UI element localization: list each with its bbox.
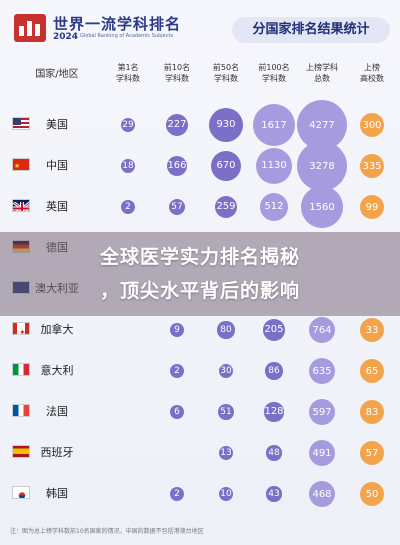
us-flag-icon [12, 117, 30, 130]
value-bubble: 30 [218, 363, 234, 379]
value-bubble: 259 [214, 195, 238, 219]
value-bubble: 3278 [297, 141, 347, 191]
value-bubble: 205 [263, 319, 285, 341]
uk-flag-icon [12, 199, 30, 212]
value-bubble: 128 [264, 402, 284, 422]
table-row: 西班牙 13 48 491 57 [0, 433, 400, 474]
value-bubble: 1130 [255, 147, 293, 185]
shanghairanking-logo [14, 14, 46, 42]
value-bubble: 83 [360, 400, 384, 424]
value-bubble: 764 [309, 317, 335, 343]
page-title: 分国家排名结果统计 [232, 17, 390, 43]
value-bubble: 1560 [301, 186, 343, 228]
value-bubble: 227 [165, 113, 189, 137]
brand-title: 世界一流学科排名 [53, 15, 182, 33]
value-bubble: 13 [219, 446, 233, 460]
table-row: ★ 中国 18 166 670 1130 3278 335 [0, 141, 400, 191]
value-bubble: 9 [170, 323, 184, 337]
value-bubble: 57 [360, 441, 384, 465]
value-bubble: 512 [259, 192, 289, 222]
country-name: 韩国 [46, 487, 68, 500]
table-row: 意大利 2 30 86 635 65 [0, 351, 400, 392]
value-bubble: 635 [309, 358, 335, 384]
country-name: 加拿大 [40, 323, 74, 336]
value-bubble: 43 [266, 486, 282, 502]
value-bubble: 468 [309, 481, 335, 507]
country-name: 意大利 [40, 364, 74, 377]
value-bubble: 50 [360, 482, 384, 506]
ca-flag-icon: ✦ [12, 322, 30, 335]
value-bubble: 491 [309, 440, 335, 466]
country-name: 英国 [46, 200, 68, 213]
it-flag-icon [12, 363, 30, 376]
value-bubble: 99 [360, 195, 384, 219]
value-bubble: 6 [170, 405, 184, 419]
value-bubble: 597 [309, 399, 335, 425]
value-bubble: 1617 [252, 103, 296, 147]
table-row: 法国 6 51 128 597 83 [0, 392, 400, 433]
value-bubble: 57 [168, 198, 185, 215]
kr-flag-icon [12, 486, 30, 499]
value-bubble: 670 [210, 150, 242, 182]
value-bubble: 2 [170, 364, 184, 378]
es-flag-icon [12, 445, 30, 458]
value-bubble: 166 [166, 155, 188, 177]
country-name: 中国 [46, 159, 68, 172]
value-bubble: 18 [121, 159, 135, 173]
svg-text:★: ★ [14, 162, 20, 170]
country-name: 美国 [46, 118, 68, 131]
header: 世界一流学科排名 2024 Global Ranking of Academic… [0, 0, 400, 54]
brand-subtitle: Global Ranking of Academic Subjects [80, 33, 174, 39]
column-header: 上榜 高校数 [360, 63, 384, 83]
fr-flag-icon [12, 404, 30, 417]
logo-bar [19, 26, 24, 36]
value-bubble: 80 [217, 321, 235, 339]
column-header: 第1名 学科数 [116, 63, 140, 83]
logo-bar [27, 21, 32, 36]
headline-line-1: 全球医学实力排名揭秘 [99, 246, 300, 268]
column-header: 上榜学科 总数 [306, 63, 338, 83]
column-header: 前100名 学科数 [258, 63, 290, 83]
value-bubble: 930 [208, 107, 244, 143]
column-header: 国家/地区 [35, 69, 79, 80]
column-header: 前10名 学科数 [163, 63, 191, 83]
headline-banner: 全球医学实力排名揭秘 ，顶尖水平背后的影响 [0, 232, 400, 316]
value-bubble: 65 [360, 359, 384, 383]
table-row: ✦ 加拿大 9 80 205 764 33 [0, 310, 400, 351]
value-bubble: 86 [265, 362, 283, 380]
svg-text:✦: ✦ [19, 328, 26, 335]
headline-line-2: ，顶尖水平背后的影响 [99, 280, 300, 302]
column-header: 前50名 学科数 [212, 63, 240, 83]
logo-bar [35, 24, 40, 36]
table-row: 美国 29 227 930 1617 4277 300 [0, 100, 400, 150]
cn-flag-icon: ★ [12, 158, 30, 171]
value-bubble: 300 [360, 113, 384, 137]
value-bubble: 2 [170, 487, 184, 501]
value-bubble: 33 [360, 318, 384, 342]
value-bubble: 29 [120, 117, 136, 133]
value-bubble: 2 [121, 200, 135, 214]
value-bubble: 335 [360, 154, 384, 178]
brand-year: 2024 [53, 32, 79, 42]
country-name: 西班牙 [40, 446, 74, 459]
country-name: 法国 [46, 405, 68, 418]
value-bubble: 51 [218, 404, 234, 420]
table-row: 英国 2 57 259 512 1560 99 [0, 186, 400, 228]
value-bubble: 10 [219, 487, 233, 501]
footnote: 注：图为总上榜学科数前10名国家的情况，中国的数据不包括港澳台地区 [10, 528, 204, 535]
value-bubble: 48 [266, 445, 282, 461]
table-row: 韩国 2 10 43 468 50 [0, 474, 400, 515]
